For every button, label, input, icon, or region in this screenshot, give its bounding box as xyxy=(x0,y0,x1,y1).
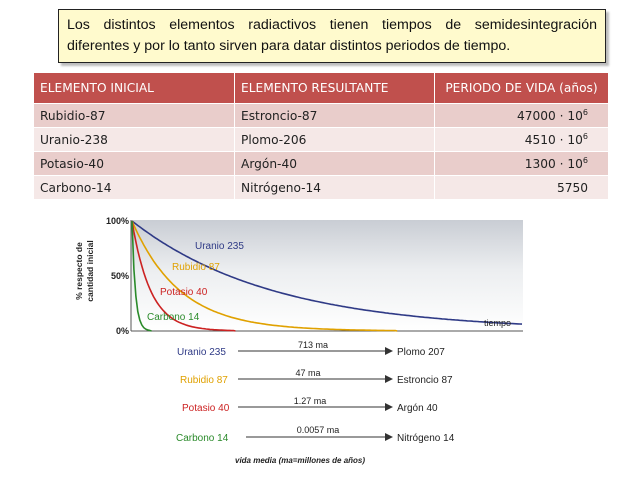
decay-row: Rubidio 87 47 ma Estroncio 87 xyxy=(180,368,453,386)
col-elemento-inicial: ELEMENTO INICIAL xyxy=(34,73,235,104)
y-axis-label-line-2: cantidad inicial xyxy=(85,240,95,301)
col-elemento-resultante: ELEMENTO RESULTANTE xyxy=(234,73,435,104)
cell-inicial: Rubidio-87 xyxy=(34,103,235,128)
plot-area xyxy=(131,220,523,331)
periodo-exponent: 6 xyxy=(582,107,588,117)
curve-label-carbono: Carbono 14 xyxy=(147,312,200,323)
x-axis-label: tiempo xyxy=(484,318,511,328)
cell-inicial: Uranio-238 xyxy=(34,127,235,152)
decay-time: 1.27 ma xyxy=(294,396,327,406)
table-row: Carbono-14 Nitrógeno-14 5750 xyxy=(34,175,608,199)
decay-from: Potasio 40 xyxy=(182,403,230,414)
decay-from: Carbono 14 xyxy=(176,433,229,444)
decay-curve-2 xyxy=(131,220,236,332)
decay-row: Carbono 14 0.0057 ma Nitrógeno 14 xyxy=(176,425,455,444)
col-periodo: PERIODO DE VIDA (años) xyxy=(434,73,608,104)
table-row: Rubidio-87 Estroncio-87 47000 · 106 xyxy=(34,103,608,128)
y-axis-label-line-1: % respecto de xyxy=(74,242,84,300)
cell-periodo: 1300 · 106 xyxy=(434,151,608,176)
decay-to: Argón 40 xyxy=(397,403,438,414)
decay-time: 713 ma xyxy=(298,340,328,350)
intro-line-2: diferentes y por lo tanto sirven para da… xyxy=(67,38,511,54)
decay-curves xyxy=(131,220,523,332)
decay-from: Rubidio 87 xyxy=(180,375,228,386)
isotope-table: ELEMENTO INICIAL ELEMENTO RESULTANTE PER… xyxy=(34,73,608,199)
cell-resultante: Nitrógeno-14 xyxy=(234,175,435,199)
decay-figure: % respecto de cantidad inicial 100% 50% … xyxy=(74,216,523,465)
ytick-0: 0% xyxy=(116,326,129,336)
periodo-exponent: 6 xyxy=(582,155,588,165)
ytick-100: 100% xyxy=(106,216,129,226)
cell-periodo: 47000 · 106 xyxy=(434,103,608,128)
cell-periodo: 5750 xyxy=(434,175,608,199)
intro-line-1: Los distintos elementos radiactivos tien… xyxy=(67,17,597,33)
curve-label-uranio: Uranio 235 xyxy=(195,241,244,252)
periodo-value: 5750 xyxy=(556,181,588,196)
cell-inicial: Carbono-14 xyxy=(34,175,235,199)
cell-resultante: Plomo-206 xyxy=(234,127,435,152)
decay-curve-3 xyxy=(131,220,152,332)
periodo-value: 47000 · 10 xyxy=(517,109,583,124)
decay-to: Plomo 207 xyxy=(397,347,445,358)
decay-curve-0 xyxy=(131,220,523,325)
decay-to: Estroncio 87 xyxy=(397,375,453,386)
decay-time: 47 ma xyxy=(295,368,320,378)
curve-label-potasio: Potasio 40 xyxy=(160,287,208,298)
cell-resultante: Estroncio-87 xyxy=(234,103,435,128)
periodo-exponent: 6 xyxy=(582,131,588,141)
table-row: Uranio-238 Plomo-206 4510 · 106 xyxy=(34,127,608,152)
decay-row: Potasio 40 1.27 ma Argón 40 xyxy=(182,396,438,414)
decay-footnote: vida media (ma=millones de años) xyxy=(235,456,365,465)
decay-from: Uranio 235 xyxy=(177,347,226,358)
decay-curve-1 xyxy=(131,220,398,332)
curve-label-rubidio: Rubidio 87 xyxy=(172,262,220,273)
decay-to: Nitrógeno 14 xyxy=(397,433,455,444)
decay-row: Uranio 235 713 ma Plomo 207 xyxy=(177,340,445,358)
cell-resultante: Argón-40 xyxy=(234,151,435,176)
intro-box: Los distintos elementos radiactivos tien… xyxy=(58,9,606,63)
ytick-50: 50% xyxy=(111,271,129,281)
cell-periodo: 4510 · 106 xyxy=(434,127,608,152)
periodo-value: 4510 · 10 xyxy=(524,133,583,148)
table-header-row: ELEMENTO INICIAL ELEMENTO RESULTANTE PER… xyxy=(34,73,608,104)
table-row: Potasio-40 Argón-40 1300 · 106 xyxy=(34,151,608,176)
cell-inicial: Potasio-40 xyxy=(34,151,235,176)
decay-time: 0.0057 ma xyxy=(297,425,340,435)
periodo-value: 1300 · 10 xyxy=(524,157,583,172)
